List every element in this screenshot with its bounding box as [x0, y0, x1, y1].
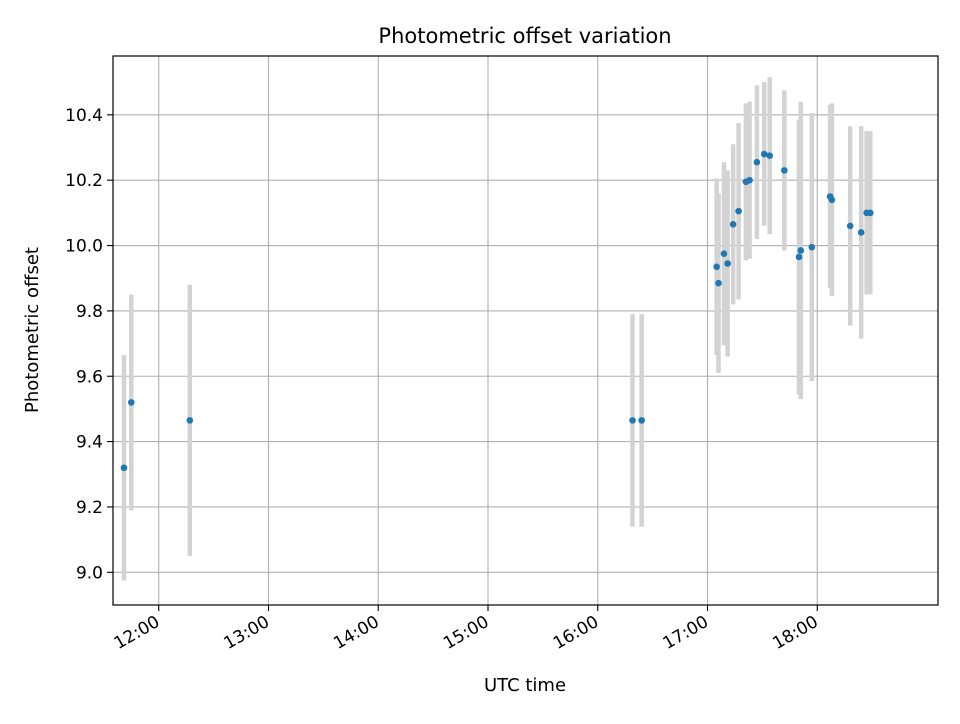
y-tick-label: 10.0 [65, 237, 103, 257]
data-point [127, 399, 135, 406]
data-point [795, 253, 803, 261]
data-point [120, 464, 128, 472]
y-tick-label: 9.0 [76, 563, 103, 583]
chart-title: Photometric offset variation [378, 24, 671, 48]
data-points [120, 150, 874, 472]
data-point [186, 417, 194, 424]
data-point [746, 176, 753, 184]
data-point [760, 150, 768, 158]
y-tick-label: 9.2 [76, 498, 103, 518]
data-point [735, 207, 742, 215]
data-point [846, 222, 854, 230]
data-point [715, 279, 722, 287]
data-point [797, 247, 805, 254]
data-point [766, 152, 774, 159]
data-point [808, 243, 816, 251]
plot-frame [112, 55, 939, 606]
data-point [753, 158, 761, 166]
y-axis-ticks: 9.0 9.2 9.4 9.6 9.8 10.0 10.2 10.4 [65, 106, 113, 583]
x-axis-label: UTC time [484, 675, 566, 696]
y-tick-label: 10.2 [65, 171, 103, 191]
y-tick-label: 9.4 [76, 433, 103, 453]
data-point [828, 196, 836, 204]
data-point [781, 167, 788, 174]
data-point [729, 220, 737, 228]
y-tick-label: 10.4 [65, 106, 103, 126]
y-tick-label: 9.8 [76, 302, 103, 322]
data-point [713, 263, 720, 271]
data-point [867, 209, 874, 217]
data-point [720, 250, 728, 258]
y-axis-label: Photometric offset [22, 247, 43, 413]
data-point [724, 260, 731, 267]
data-point [857, 229, 865, 236]
data-point [638, 417, 645, 424]
data-point [629, 417, 636, 424]
y-tick-label: 9.6 [76, 367, 103, 387]
